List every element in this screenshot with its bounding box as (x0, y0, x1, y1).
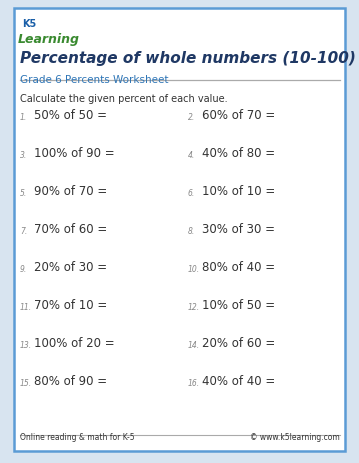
Text: 14.: 14. (188, 340, 200, 349)
Text: 4.: 4. (188, 150, 195, 160)
Text: Percentage of whole numbers (10-100): Percentage of whole numbers (10-100) (20, 51, 356, 66)
Text: K5: K5 (22, 19, 36, 29)
Text: © www.k5learning.com: © www.k5learning.com (250, 432, 340, 441)
Text: 1.: 1. (20, 113, 27, 122)
Text: 60% of 70 =: 60% of 70 = (202, 109, 275, 122)
Text: 50% of 50 =: 50% of 50 = (34, 109, 107, 122)
Text: Grade 6 Percents Worksheet: Grade 6 Percents Worksheet (20, 75, 168, 85)
Text: 8.: 8. (188, 226, 195, 236)
Text: 90% of 70 =: 90% of 70 = (34, 185, 107, 198)
Text: 100% of 20 =: 100% of 20 = (34, 336, 115, 349)
Text: Learning: Learning (18, 33, 80, 46)
Text: 40% of 40 =: 40% of 40 = (202, 374, 275, 387)
Text: 70% of 10 =: 70% of 10 = (34, 298, 107, 311)
Text: 11.: 11. (20, 302, 32, 311)
Text: 40% of 80 =: 40% of 80 = (202, 147, 275, 160)
Text: 20% of 60 =: 20% of 60 = (202, 336, 275, 349)
Text: 10% of 10 =: 10% of 10 = (202, 185, 275, 198)
Text: Calculate the given percent of each value.: Calculate the given percent of each valu… (20, 94, 228, 104)
Text: 7.: 7. (20, 226, 27, 236)
Text: 9.: 9. (20, 264, 27, 274)
Text: 16.: 16. (188, 378, 200, 387)
Text: 12.: 12. (188, 302, 200, 311)
Text: 30% of 30 =: 30% of 30 = (202, 223, 275, 236)
Text: 5.: 5. (20, 188, 27, 198)
Text: 100% of 90 =: 100% of 90 = (34, 147, 115, 160)
Text: 13.: 13. (20, 340, 32, 349)
Text: 10.: 10. (188, 264, 200, 274)
Text: Online reading & math for K-5: Online reading & math for K-5 (20, 432, 135, 441)
Text: 2.: 2. (188, 113, 195, 122)
Text: 20% of 30 =: 20% of 30 = (34, 260, 107, 274)
Text: 6.: 6. (188, 188, 195, 198)
Text: 80% of 90 =: 80% of 90 = (34, 374, 107, 387)
Text: 80% of 40 =: 80% of 40 = (202, 260, 275, 274)
Text: 15.: 15. (20, 378, 32, 387)
Text: 70% of 60 =: 70% of 60 = (34, 223, 107, 236)
Text: 3.: 3. (20, 150, 27, 160)
Text: 10% of 50 =: 10% of 50 = (202, 298, 275, 311)
